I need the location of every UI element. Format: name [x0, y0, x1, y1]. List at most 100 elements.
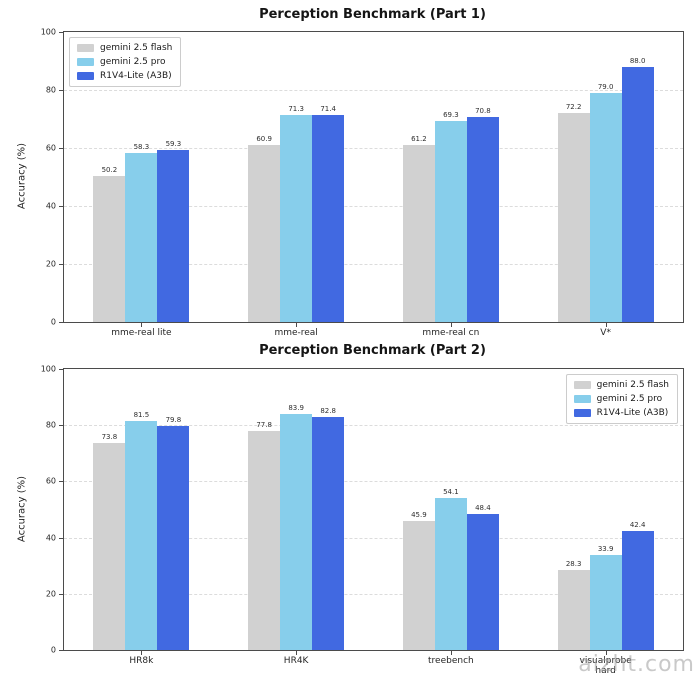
- x-tick-mark: [450, 651, 452, 655]
- x-tick-label: HR4K: [283, 656, 309, 666]
- y-tick-label: 60: [45, 476, 56, 486]
- legend-swatch-icon: [77, 72, 94, 80]
- y-tick-label: 20: [45, 589, 56, 599]
- bar-value-label: 45.9: [411, 511, 427, 520]
- y-tick-label: 80: [45, 85, 56, 95]
- bar: [557, 570, 590, 650]
- bar-value-label: 28.3: [565, 560, 582, 569]
- y-tick-mark: [59, 425, 63, 427]
- bar-value-label: 59.3: [165, 140, 182, 149]
- gridline: [64, 206, 683, 207]
- legend-swatch-icon: [77, 58, 94, 66]
- bar: [402, 521, 435, 650]
- bar-value-label: 61.2: [411, 134, 427, 143]
- bar: [125, 152, 158, 322]
- y-tick-mark: [59, 264, 63, 265]
- plot-area: 0 20 40 60 80 100 HR8k 73.8 81.5 79.8 HR4K 77.8 83.9…: [41, 365, 684, 676]
- y-tick-mark: [59, 322, 63, 323]
- bar-value-label: 83.9: [288, 404, 304, 413]
- legend-label: gemini 2.5 pro: [596, 394, 663, 404]
- gridline: [64, 481, 683, 483]
- x-tick-label: HR8k: [129, 656, 154, 666]
- bar-value-label: 33.9: [597, 544, 614, 553]
- x-tick-label: mme-real cn: [422, 328, 480, 338]
- bar: [125, 421, 158, 650]
- bar-value-label: 50.2: [101, 166, 118, 175]
- bar-value-label: 88.0: [629, 56, 646, 65]
- bar-value-label: 71.3: [288, 105, 304, 114]
- bar: [157, 150, 190, 322]
- y-tick-mark: [59, 481, 63, 483]
- legend-item: gemini 2.5 pro: [77, 56, 172, 68]
- x-tick-mark: [296, 323, 298, 327]
- legend-item: gemini 2.5 flash: [573, 379, 669, 391]
- gridline: [64, 537, 683, 539]
- bar-value-label: 82.8: [320, 407, 336, 416]
- chart-title: Perception Benchmark (Part 1): [259, 7, 486, 22]
- y-tick-label: 20: [45, 259, 56, 269]
- gridline: [64, 264, 683, 265]
- bar: [434, 121, 467, 322]
- y-tick-mark: [59, 32, 63, 33]
- legend: gemini 2.5 flash gemini 2.5 pro R1V4-Lite …: [565, 374, 678, 424]
- bar: [402, 144, 435, 322]
- bar-value-label: 77.8: [256, 421, 272, 430]
- legend-label: gemini 2.5 pro: [100, 57, 166, 67]
- bar-value-label: 71.4: [320, 104, 336, 113]
- bar-value-label: 69.3: [443, 111, 459, 120]
- legend-item: R1V4-Lite (A3B): [77, 70, 172, 82]
- legend-label: R1V4-Lite (A3B): [100, 71, 172, 81]
- bar-value-label: 60.9: [256, 135, 272, 144]
- y-tick-label: 60: [45, 143, 56, 153]
- x-tick-mark: [141, 651, 143, 655]
- plot-area: 0 20 40 60 80 100 mme-real lite 50.2 58.3 59.3 mme…: [41, 28, 684, 338]
- y-tick-label: 100: [40, 27, 56, 37]
- y-tick-mark: [59, 650, 63, 651]
- bar: [589, 92, 622, 322]
- chart-title: Perception Benchmark (Part 2): [259, 343, 486, 358]
- gridline: [64, 593, 683, 595]
- y-tick-label: 0: [50, 317, 56, 327]
- bar: [157, 425, 190, 650]
- legend-item: R1V4-Lite (A3B): [573, 407, 669, 419]
- bar: [93, 442, 126, 650]
- x-tick-mark: [605, 323, 607, 327]
- bar: [434, 497, 467, 650]
- legend-item: gemini 2.5 pro: [573, 393, 669, 405]
- bar-value-label: 79.8: [165, 415, 182, 424]
- bar: [93, 176, 126, 322]
- y-tick-label: 100: [40, 364, 56, 374]
- x-tick-mark: [296, 651, 298, 655]
- legend-item: gemini 2.5 flash: [77, 42, 172, 54]
- bar-value-label: 81.5: [133, 410, 150, 419]
- bar: [280, 414, 313, 650]
- x-tick-mark: [605, 651, 607, 655]
- gridline: [64, 425, 683, 427]
- legend-swatch-icon: [573, 381, 591, 389]
- bar-value-label: 42.4: [629, 520, 646, 529]
- watermark: aizht.com: [578, 652, 695, 677]
- y-tick-label: 80: [45, 420, 56, 430]
- y-axis-label: Accuracy (%): [16, 142, 28, 210]
- chart-part-1: Perception Benchmark (Part 1) Accuracy (…: [16, 7, 684, 338]
- chart-part-2: Perception Benchmark (Part 2) Accuracy (…: [0, 340, 696, 680]
- legend-label: gemini 2.5 flash: [596, 380, 669, 390]
- legend-swatch-icon: [77, 44, 94, 52]
- bar-value-label: 58.3: [133, 142, 150, 151]
- bar: [248, 145, 281, 322]
- y-tick-mark: [59, 148, 63, 149]
- x-tick-label: mme-real: [274, 328, 318, 338]
- bar: [312, 114, 345, 322]
- y-tick-label: 40: [45, 201, 56, 211]
- x-tick-mark: [450, 323, 452, 327]
- x-tick-label: visualprobe hard: [579, 656, 632, 676]
- y-tick-mark: [59, 369, 63, 370]
- bar-value-label: 70.8: [475, 106, 491, 115]
- y-tick-label: 0: [50, 645, 56, 655]
- y-tick-mark: [59, 537, 63, 539]
- bar: [466, 514, 499, 650]
- legend-label: R1V4-Lite (A3B): [596, 408, 669, 418]
- legend-swatch-icon: [573, 395, 591, 403]
- x-tick-label: mme-real lite: [111, 328, 172, 338]
